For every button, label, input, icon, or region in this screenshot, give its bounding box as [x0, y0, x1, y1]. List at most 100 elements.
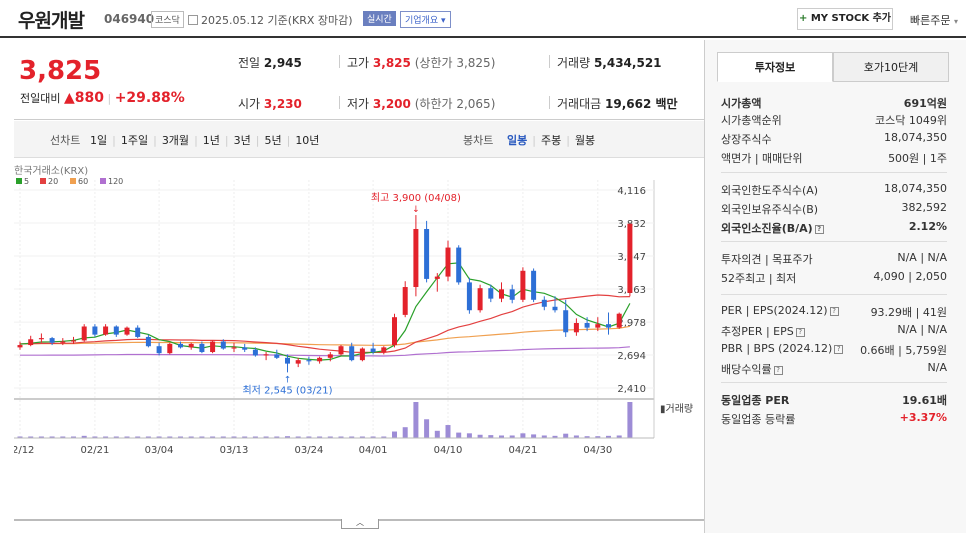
volume-bar: [488, 435, 494, 438]
line-chart-label: 선차트: [50, 134, 81, 147]
quick-order-label: 빠른주문: [910, 14, 951, 27]
volume-bar: [17, 436, 23, 438]
y-tick-label: 2,694: [617, 351, 646, 362]
ma-legend-label: 60: [78, 177, 88, 186]
help-icon[interactable]: ?: [829, 307, 839, 316]
candle-body: [263, 354, 269, 356]
volume-bar: [210, 436, 216, 438]
volume-bar: [434, 430, 440, 438]
info-label: 동일업종 등락률: [721, 413, 796, 426]
help-icon[interactable]: ?: [773, 366, 783, 375]
divider: |: [194, 134, 198, 147]
info-row: 상장주식수 18,074,350: [721, 131, 947, 147]
candle-body: [156, 346, 162, 354]
candle-period-2[interactable]: 월봉: [574, 134, 596, 147]
info-row: PER | EPS(2024.12)? 93.29배 | 41원: [721, 304, 947, 320]
candlestick-chart-svg[interactable]: 4,1163,8323,5473,2632,9782,6942,41002/12…: [6, 160, 704, 500]
volume-bar: [49, 436, 55, 438]
change-percent: +29.88%: [114, 90, 185, 106]
prev-close-label: 전일: [238, 56, 261, 70]
line-period-group: 1일 | 1주일 | 3개월 | 1년 | 3년 | 5년 | 10년: [90, 132, 319, 148]
candle-body: [285, 357, 290, 364]
divider: [549, 55, 550, 68]
ma-legend-swatch: [100, 178, 106, 184]
info-value: N/A: [927, 361, 947, 374]
ma20-line: [19, 294, 630, 354]
candle-body: [606, 324, 611, 328]
candle-body: [381, 347, 387, 353]
volume-bar: [231, 436, 237, 438]
info-label: 시가총액순위: [721, 114, 782, 127]
tab-investment-info[interactable]: 투자정보: [717, 52, 833, 82]
divider: |: [224, 134, 229, 147]
market-badge: 코스닥: [151, 11, 184, 28]
period-0[interactable]: 1일: [90, 134, 108, 147]
candle-period-1[interactable]: 주봉: [540, 134, 562, 147]
divider: |: [255, 134, 260, 147]
volume-bar: [370, 436, 376, 438]
volume-bar: [156, 436, 162, 438]
volume-bar: [595, 436, 601, 438]
volume-bar: [477, 434, 483, 438]
candle-body: [306, 360, 312, 362]
candle-body: [392, 317, 397, 346]
company-name: 우원개발: [18, 10, 85, 32]
info-value: 코스닥 1049위: [875, 114, 947, 127]
stock-chart[interactable]: 4,1163,8323,5473,2632,9782,6942,41002/12…: [6, 160, 704, 500]
ma-legend-swatch: [16, 178, 22, 184]
divider: [549, 96, 550, 109]
volume-bar: [445, 425, 451, 438]
collapse-chart-button[interactable]: ︿: [341, 519, 379, 529]
volume-bar: [295, 436, 301, 438]
candle-body: [145, 336, 151, 347]
candle-body: [370, 348, 376, 353]
volume-bar: [509, 435, 515, 438]
info-value: N/A | N/A: [897, 323, 947, 336]
period-6[interactable]: 10년: [295, 134, 320, 147]
volume-label: 거래량: [557, 56, 591, 70]
tab-order-book[interactable]: 호가10단계: [833, 52, 949, 82]
volume-bar: [306, 436, 312, 438]
volume-bar: [520, 433, 526, 438]
period-4[interactable]: 3년: [233, 134, 251, 147]
price-change: 전일대비 ▲880 | +29.88%: [20, 90, 185, 106]
help-icon[interactable]: ?: [814, 225, 824, 234]
volume-bar: [317, 436, 323, 438]
chart-source: 한국거래소(KRX): [14, 165, 88, 177]
candle-body: [456, 247, 462, 283]
candle-period-group: 일봉 | 주봉 | 월봉: [507, 132, 595, 148]
plus-icon: +: [798, 13, 808, 24]
change-label: 전일대비: [20, 92, 61, 105]
help-icon[interactable]: ?: [795, 328, 805, 337]
prev-close: 전일 2,945: [238, 54, 302, 71]
info-label: 상장주식수: [721, 133, 772, 146]
low-price: 저가 3,200 (하한가 2,065): [347, 95, 495, 112]
add-mystock-button[interactable]: + MY STOCK 추가: [797, 8, 893, 30]
candle-body: [424, 228, 430, 279]
candle-period-0[interactable]: 일봉: [507, 134, 528, 147]
candle-body: [103, 326, 109, 335]
open-label: 시가: [238, 97, 261, 111]
candle-body: [210, 341, 216, 353]
volume-bar: [349, 436, 355, 438]
info-row: PBR | BPS (2024.12)? 0.66배 | 5,759원: [721, 342, 947, 358]
candle-body: [434, 276, 440, 279]
y-tick-label: 2,410: [617, 384, 646, 395]
volume-bar: [28, 436, 34, 438]
period-1[interactable]: 1주일: [120, 134, 149, 147]
info-row: 액면가 | 매매단위 500원 | 1주: [721, 150, 947, 166]
period-2[interactable]: 3개월: [161, 134, 190, 147]
date-info: 2025.05.12 기준(KRX 장마감): [188, 12, 353, 28]
x-tick-label: 04/10: [434, 445, 463, 456]
period-3[interactable]: 1년: [202, 134, 220, 147]
ma120-line: [20, 346, 630, 357]
volume-bar: [178, 436, 183, 438]
company-overview-button[interactable]: 기업개요 ▾: [400, 11, 451, 28]
mystock-label: MY STOCK 추가: [810, 13, 892, 24]
ma-legend-swatch: [40, 178, 46, 184]
quick-order-button[interactable]: 빠른주문 ▾: [910, 12, 958, 28]
period-5[interactable]: 5년: [264, 134, 282, 147]
info-row: 52주최고 | 최저 4,090 | 2,050: [721, 270, 947, 286]
volume-bar: [338, 436, 344, 438]
help-icon[interactable]: ?: [834, 345, 844, 354]
